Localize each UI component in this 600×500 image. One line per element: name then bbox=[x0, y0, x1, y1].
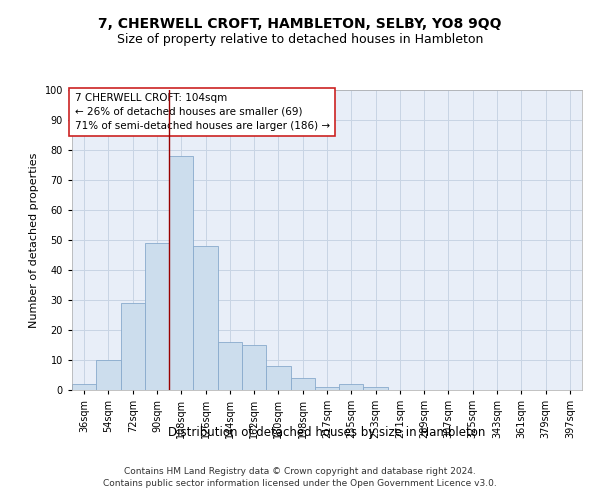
Bar bbox=[266, 366, 290, 390]
Bar bbox=[121, 303, 145, 390]
Bar bbox=[339, 384, 364, 390]
Bar bbox=[290, 378, 315, 390]
Bar bbox=[96, 360, 121, 390]
Bar bbox=[145, 243, 169, 390]
Text: Contains public sector information licensed under the Open Government Licence v3: Contains public sector information licen… bbox=[103, 479, 497, 488]
Bar bbox=[218, 342, 242, 390]
Bar bbox=[242, 345, 266, 390]
Text: 7 CHERWELL CROFT: 104sqm
← 26% of detached houses are smaller (69)
71% of semi-d: 7 CHERWELL CROFT: 104sqm ← 26% of detach… bbox=[74, 93, 329, 131]
Bar bbox=[315, 387, 339, 390]
Bar bbox=[193, 246, 218, 390]
Text: Distribution of detached houses by size in Hambleton: Distribution of detached houses by size … bbox=[169, 426, 485, 439]
Bar bbox=[169, 156, 193, 390]
Y-axis label: Number of detached properties: Number of detached properties bbox=[29, 152, 39, 328]
Text: Size of property relative to detached houses in Hambleton: Size of property relative to detached ho… bbox=[117, 32, 483, 46]
Text: Contains HM Land Registry data © Crown copyright and database right 2024.: Contains HM Land Registry data © Crown c… bbox=[124, 468, 476, 476]
Bar bbox=[72, 384, 96, 390]
Bar bbox=[364, 387, 388, 390]
Text: 7, CHERWELL CROFT, HAMBLETON, SELBY, YO8 9QQ: 7, CHERWELL CROFT, HAMBLETON, SELBY, YO8… bbox=[98, 18, 502, 32]
